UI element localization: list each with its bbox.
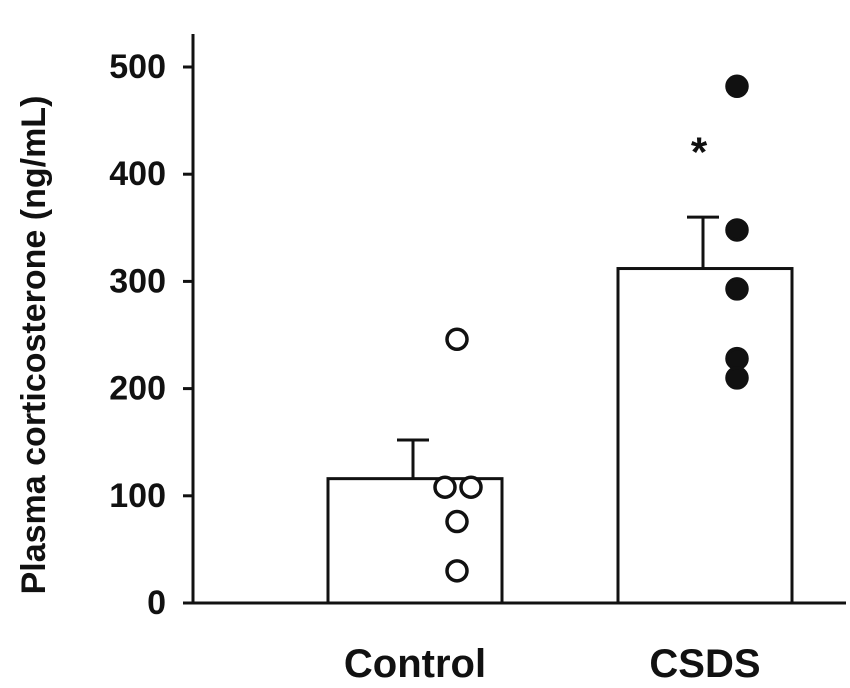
data-point [445,509,469,534]
data-point [433,475,457,499]
y-tick-label: 400 [109,155,166,193]
y-tick-label: 500 [109,48,166,86]
error-bars [397,215,719,479]
data-point [725,277,749,301]
x-tick-label: CSDS [649,642,760,686]
significance-asterisk: * [691,129,708,176]
y-tick-label: 200 [109,370,166,408]
data-point [445,327,469,352]
bar-control [326,477,504,605]
y-axis-label: Plasma corticosterone (ng/mL) [15,96,53,595]
x-tick-label: Control [344,642,486,686]
y-tick-label: 300 [109,262,166,300]
data-point [445,559,469,583]
bar-csds [616,267,794,605]
data-point [459,475,483,499]
data-point [725,346,749,371]
bars [326,267,794,605]
y-tick-label: 100 [109,477,166,515]
labels: 0 100 200 300 400 500 Control CSDS * [109,48,760,686]
data-point [725,366,749,390]
data-point [725,74,749,99]
data-point [725,218,749,242]
y-tick-label: 0 [147,584,166,622]
data-points [433,74,749,583]
